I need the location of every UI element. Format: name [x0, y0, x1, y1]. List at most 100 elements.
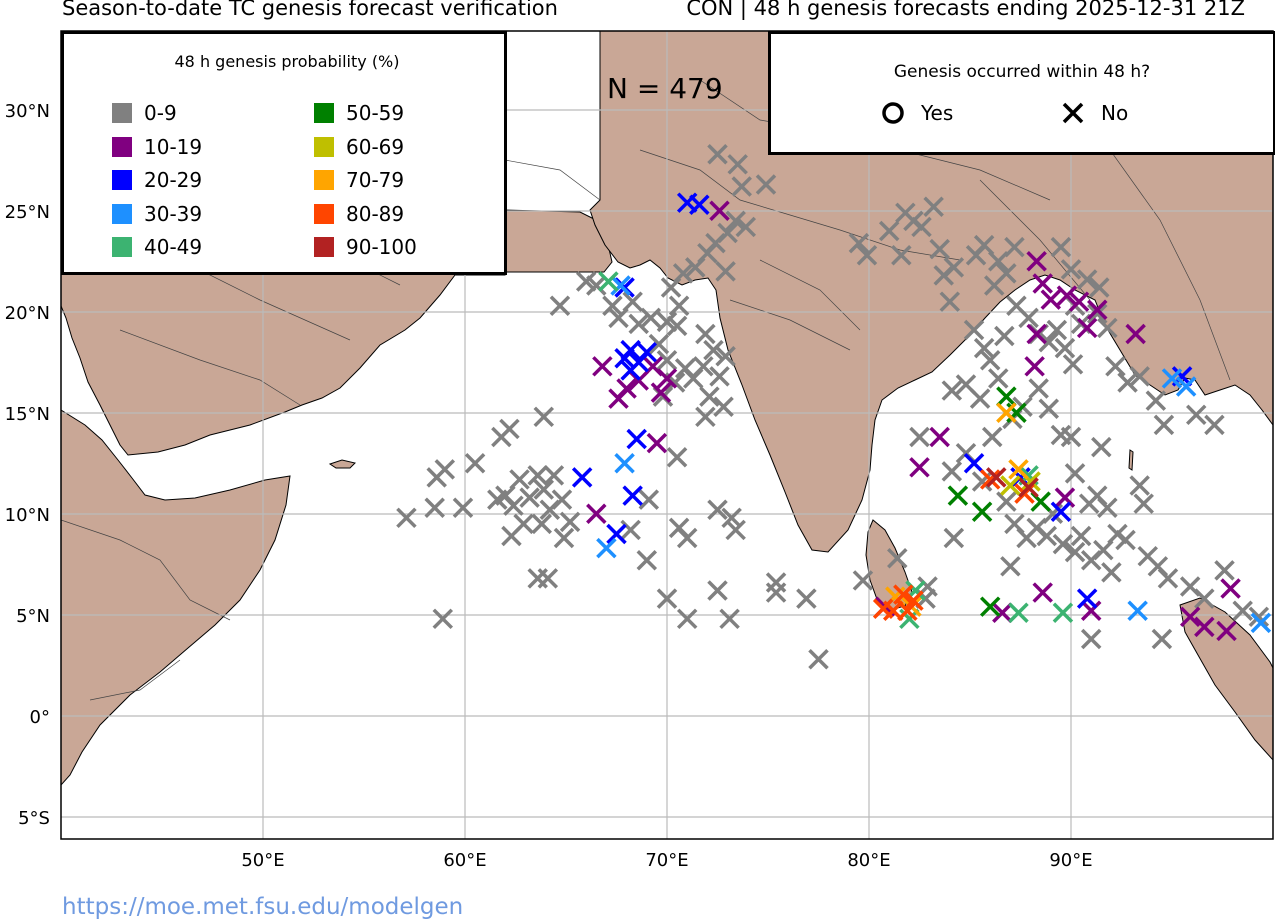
land-socotra	[328, 459, 356, 469]
forecast-point	[622, 291, 643, 312]
forecast-point	[755, 174, 777, 195]
forecast-point	[1000, 556, 1021, 577]
lat-label: 10°N	[5, 505, 50, 526]
forecast-point	[1216, 620, 1237, 642]
lat-label: 5°N	[16, 606, 50, 627]
forecast-point	[1076, 269, 1098, 290]
forecast-point	[533, 479, 555, 500]
forecast-point	[1054, 487, 1076, 508]
forecast-point	[856, 244, 878, 266]
forecast-point	[1194, 616, 1215, 638]
legend-label: 70-79	[346, 168, 405, 193]
forecast-point	[1018, 477, 1039, 498]
forecast-point	[891, 244, 912, 266]
forecast-point	[614, 453, 635, 474]
forecast-point	[713, 396, 734, 417]
forecast-point	[1097, 497, 1118, 518]
legend-label: 20-29	[144, 168, 203, 193]
forecast-point	[1248, 606, 1270, 628]
forecast-point	[715, 261, 736, 282]
forecast-point	[620, 360, 641, 381]
lon-label: 90°E	[1049, 850, 1092, 871]
lat-axis-labels: 30°N 25°N 20°N 15°N 10°N 5°N 0° 5°S	[5, 101, 50, 829]
forecast-point	[1157, 568, 1179, 589]
forecast-point	[878, 220, 900, 242]
forecast-point	[559, 511, 581, 533]
forecast-point	[533, 406, 555, 428]
outcome-yes: Yes	[879, 99, 953, 127]
legend-label: 30-39	[144, 201, 203, 226]
forecast-point	[986, 467, 1007, 488]
forecast-point	[909, 426, 930, 448]
forecast-point	[1064, 541, 1086, 563]
map-frame	[60, 30, 1274, 840]
forecast-point	[1008, 459, 1029, 480]
forecast-point	[992, 602, 1013, 623]
forecast-point	[721, 507, 742, 529]
forecast-point	[941, 461, 963, 482]
forecast-point	[1032, 273, 1053, 294]
forecast-point	[610, 275, 631, 296]
forecast-point	[1050, 236, 1072, 258]
forecast-point	[519, 487, 540, 508]
forecast-point	[672, 263, 694, 284]
forecast-point	[551, 489, 573, 510]
legend-label: 90-100	[346, 235, 417, 260]
forecast-point	[596, 537, 617, 559]
legend-swatch	[112, 170, 132, 191]
outcome-yes-label: Yes	[921, 101, 954, 125]
forecast-point	[1036, 525, 1057, 547]
forecast-point	[656, 350, 678, 371]
outcome-legend: Genesis occurred within 48 h? Yes No	[768, 31, 1275, 155]
legend-item: 60-69	[314, 135, 404, 159]
forecast-point	[1125, 323, 1146, 345]
forecast-point	[503, 495, 524, 516]
forecast-point	[852, 570, 874, 591]
forecast-point	[973, 337, 995, 359]
forecast-point	[731, 176, 752, 197]
probability-legend-title: 48 h genesis probability (%)	[174, 52, 400, 71]
outcome-no: No	[1059, 99, 1128, 127]
forecast-point	[1214, 560, 1235, 581]
forecast-point	[979, 350, 1001, 371]
forecast-point	[499, 418, 520, 440]
forecast-point	[464, 453, 486, 474]
forecast-point	[988, 251, 1009, 272]
forecast-point	[509, 469, 530, 490]
forecast-point	[1153, 414, 1175, 436]
legend-swatch	[112, 136, 132, 157]
legend-swatch	[314, 103, 334, 123]
legend-swatch	[314, 136, 334, 157]
forecast-point	[1038, 398, 1060, 419]
legend-swatch	[112, 203, 132, 224]
forecast-point	[996, 491, 1017, 512]
forecast-point	[1064, 463, 1086, 484]
forecast-point	[971, 501, 993, 522]
legend-item: 0-9	[112, 101, 177, 125]
forecast-point	[549, 295, 571, 316]
forecast-point	[1054, 337, 1076, 359]
forecast-point	[693, 356, 714, 377]
forecast-point	[707, 143, 728, 165]
forecast-point	[727, 154, 748, 175]
forecast-point	[963, 453, 985, 474]
forecast-point	[628, 313, 649, 335]
forecast-point	[650, 382, 672, 403]
forecast-point	[640, 307, 662, 329]
footer-url[interactable]: https://moe.met.fsu.edu/modelgen	[62, 894, 464, 920]
forecast-point	[1161, 368, 1183, 389]
forecast-point	[1091, 436, 1112, 458]
land-sumatra	[1179, 597, 1273, 761]
legend-item: 50-59	[314, 101, 404, 125]
forecast-point	[689, 194, 710, 215]
forecast-point	[452, 497, 474, 518]
forecast-point	[586, 503, 607, 525]
forecast-point	[709, 366, 730, 387]
legend-item: 40-49	[112, 235, 202, 259]
forecast-point	[1076, 588, 1098, 609]
forecast-point	[717, 222, 738, 244]
forecast-point	[622, 485, 643, 506]
forecast-point	[765, 582, 787, 603]
forecast-point	[963, 319, 985, 341]
